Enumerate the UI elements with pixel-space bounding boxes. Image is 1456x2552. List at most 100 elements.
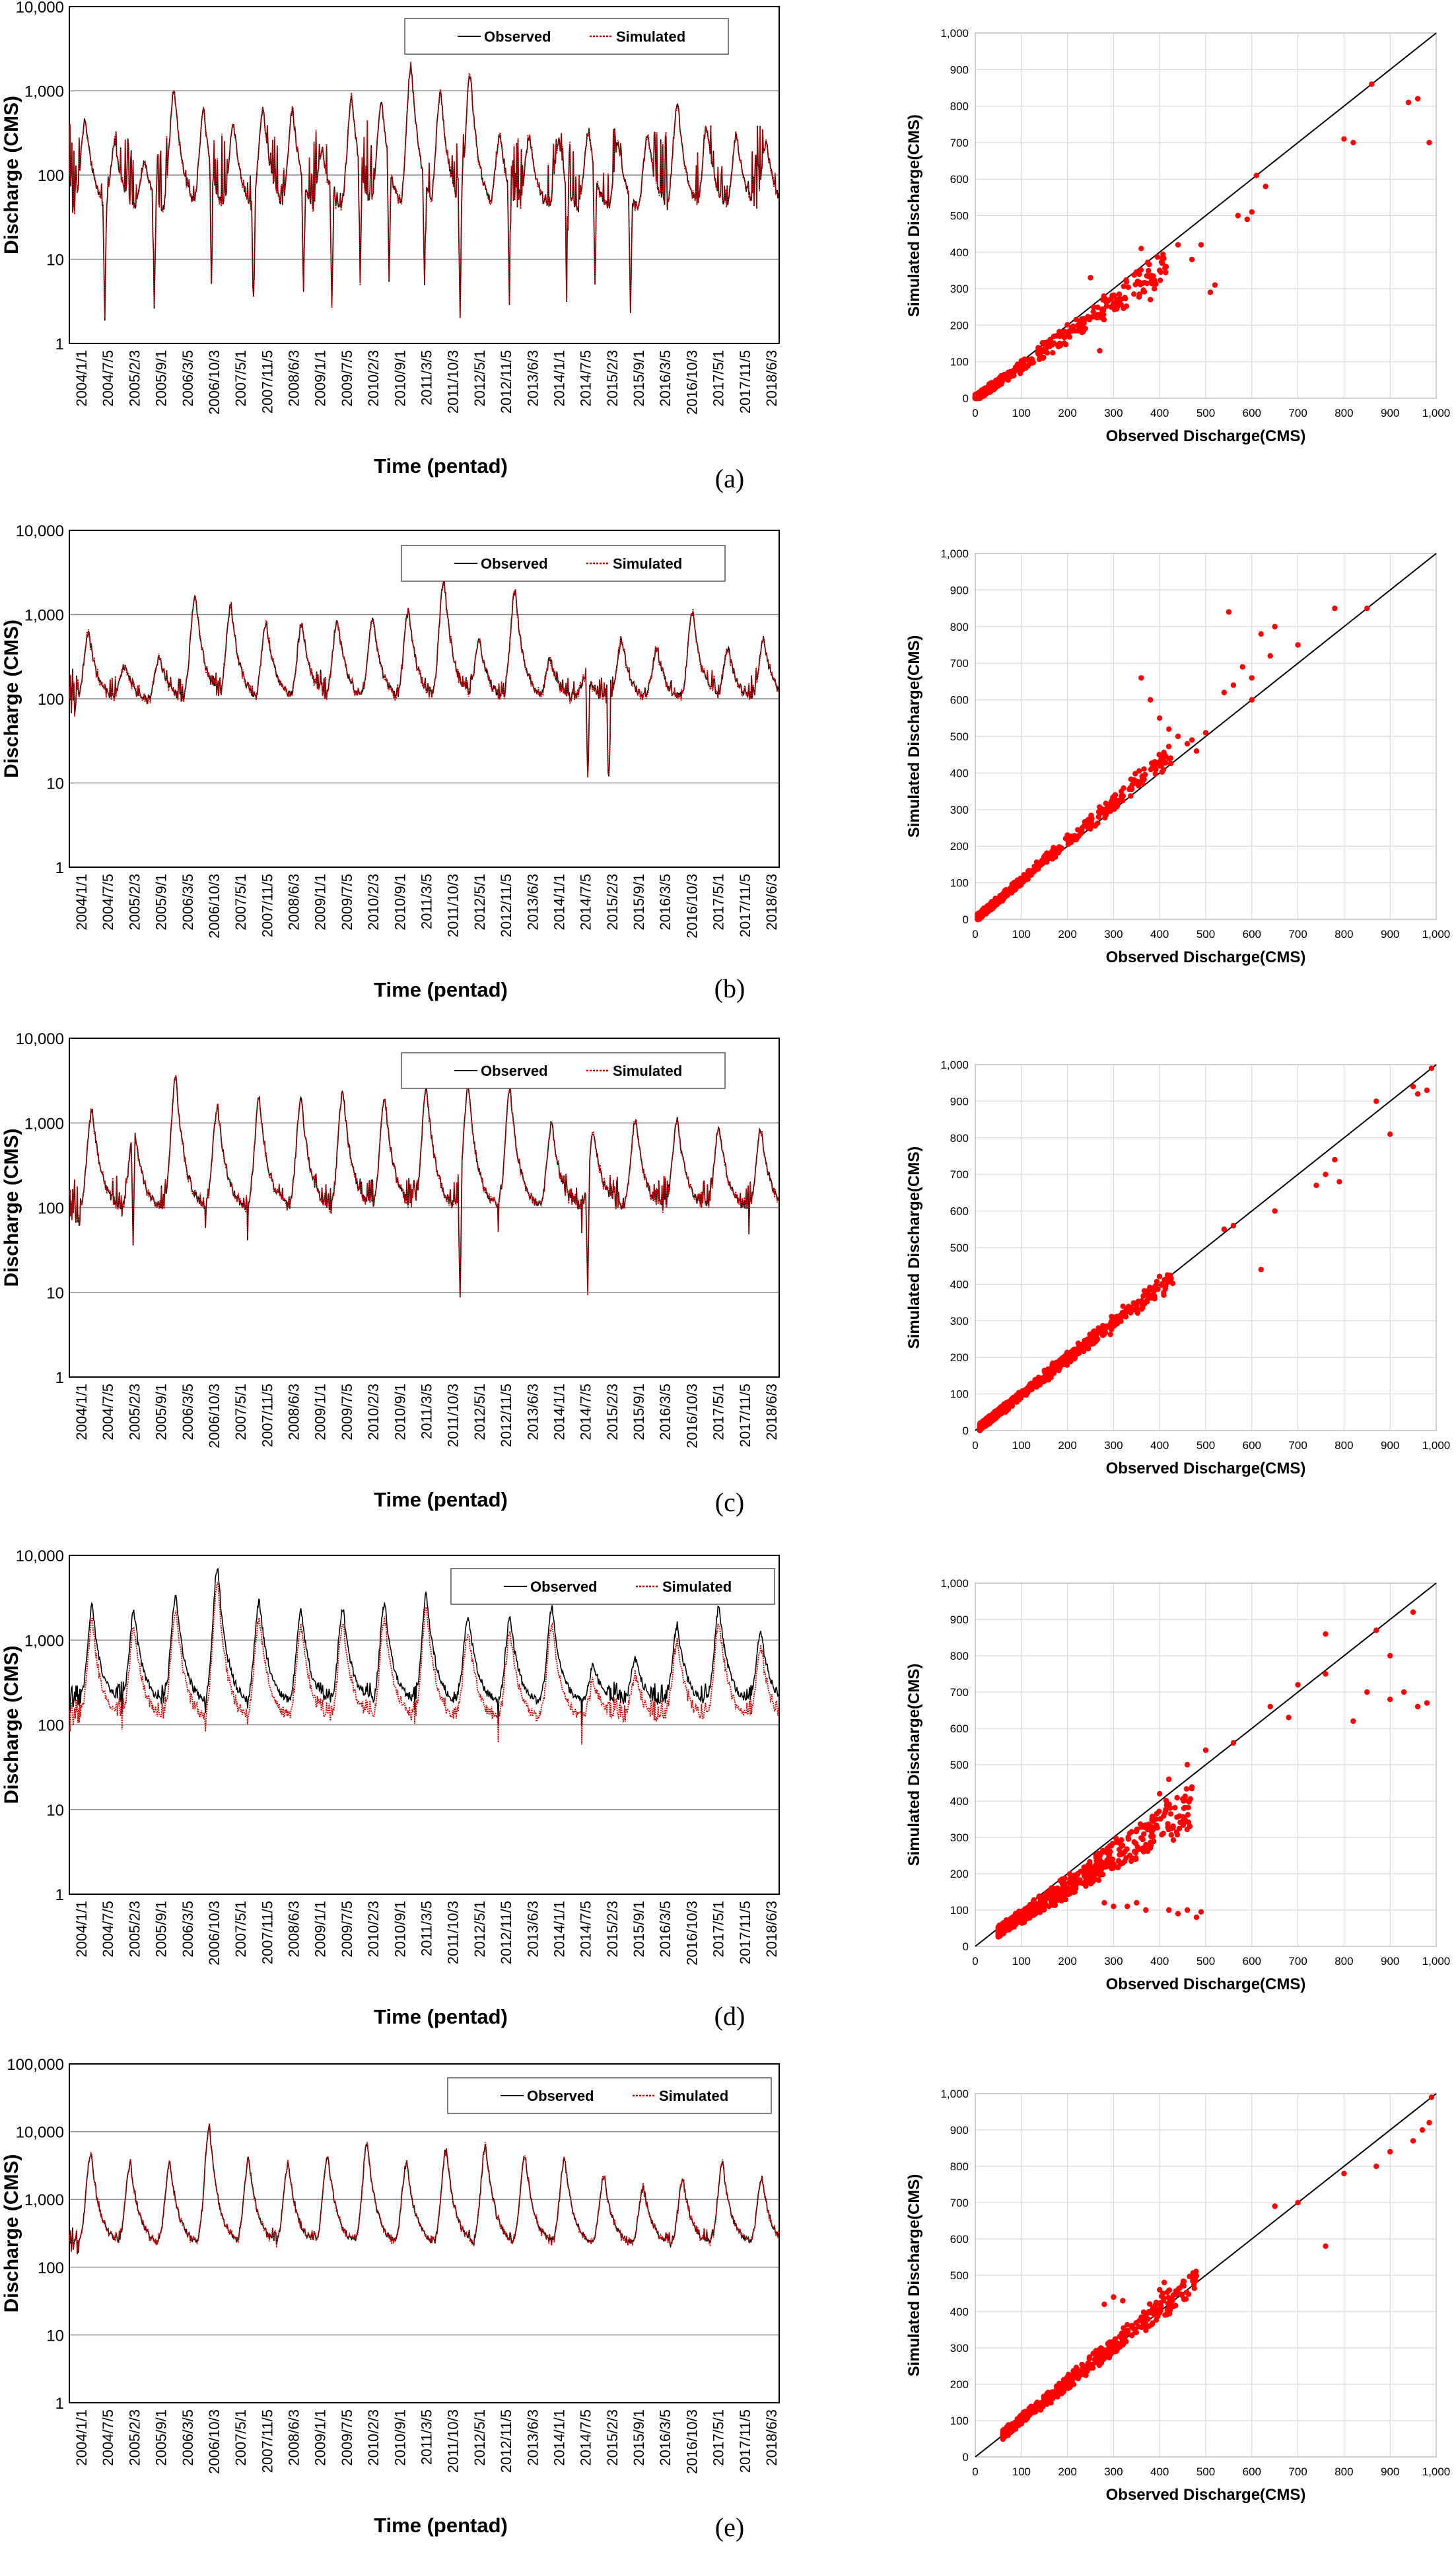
x-tick-label: 1,000 — [1422, 2465, 1451, 2478]
panel-label: (d) — [714, 2001, 745, 2031]
scatter-point — [1136, 768, 1142, 774]
scatter-point — [1107, 1331, 1113, 1337]
x-tick-label: 2004/7/5 — [100, 1384, 116, 1440]
scatter-point — [1118, 302, 1125, 308]
scatter-point — [1016, 1916, 1022, 1922]
y-tick-label: 400 — [950, 2306, 969, 2318]
x-tick-label: 2010/9/1 — [392, 1901, 408, 1958]
scatter-point — [1149, 760, 1155, 766]
x-tick-label: 2016/3/5 — [657, 874, 674, 931]
x-tick-label: 2009/7/5 — [339, 874, 355, 931]
y-tick-label: 800 — [950, 2160, 969, 2173]
x-tick-label: 2005/9/1 — [153, 1384, 170, 1440]
scatter-point — [1016, 368, 1023, 374]
y-tick-label: 100,000 — [7, 2056, 64, 2074]
x-tick-label: 2014/1/1 — [551, 2409, 567, 2466]
scatter-point — [1103, 303, 1110, 309]
x-tick-label: 2016/10/3 — [683, 350, 700, 415]
observed-legend-label: Observed — [530, 1578, 598, 1595]
scatter-point — [1405, 99, 1412, 106]
x-tick-label: 2008/6/3 — [286, 1901, 302, 1958]
x-tick-label: 2016/3/5 — [657, 350, 674, 407]
x-tick-label: 100 — [1012, 407, 1031, 419]
scatter-point — [1170, 1837, 1177, 1843]
x-tick-label: 2015/9/1 — [631, 2409, 647, 2466]
x-tick-label: 2010/9/1 — [392, 1384, 408, 1440]
x-tick-label: 2009/1/1 — [312, 1384, 329, 1440]
scatter-point — [1168, 1832, 1175, 1838]
scatter-point — [1373, 1627, 1379, 1633]
x-axis-title: Time (pentad) — [374, 978, 508, 1001]
y-tick-label: 10,000 — [16, 522, 64, 540]
x-tick-label: 2009/7/5 — [339, 1384, 355, 1440]
scatter-point — [1141, 766, 1147, 772]
y-axis-title: Simulated Discharge(CMS) — [905, 1664, 923, 1866]
y-axis-title: Simulated Discharge(CMS) — [905, 2174, 923, 2377]
scatter-point — [1082, 1864, 1088, 1870]
scatter-point — [1134, 1844, 1141, 1850]
x-tick-label: 0 — [972, 1439, 978, 1452]
timeseries-panel-1: 1 10 100 1,000 10,000 2004/1/1 2004/7/5 2005/2/… — [1, 522, 780, 1001]
x-tick-label: 2007/11/5 — [259, 1901, 275, 1964]
scatter-point — [985, 389, 991, 396]
scatter-point — [1079, 1868, 1086, 1874]
scatter-panel-2: 00 100 100 200 200 300 300 400 400 500 500 600 600 70… — [905, 1059, 1450, 1477]
simulated-series-line — [69, 1075, 780, 1298]
x-tick-label: 2006/10/3 — [206, 1901, 223, 1966]
y-tick-label: 100 — [950, 877, 969, 890]
scatter-point — [1174, 1794, 1180, 1801]
scatter-point — [1163, 754, 1169, 760]
y-tick-label: 1,000 — [24, 83, 64, 101]
scatter-point — [977, 1423, 983, 1429]
x-tick-label: 0 — [972, 928, 978, 940]
y-tick-label: 1,000 — [940, 548, 969, 560]
x-tick-label: 2009/7/5 — [339, 350, 355, 407]
y-tick-label: 10 — [46, 1285, 64, 1302]
scatter-point — [1184, 1761, 1191, 1768]
scatter-point — [1160, 256, 1165, 262]
y-tick-label: 10 — [46, 1802, 64, 1820]
scatter-point — [1062, 1890, 1068, 1896]
scatter-point — [1130, 2325, 1136, 2331]
scatter-point — [1414, 1703, 1421, 1710]
simulated-legend-label: Simulated — [662, 1578, 732, 1595]
scatter-point — [1181, 1816, 1187, 1822]
scatter-point — [1083, 1883, 1089, 1889]
observed-series-line — [69, 2123, 779, 2255]
scatter-point — [1387, 1131, 1393, 1137]
scatter-point — [1091, 304, 1097, 310]
x-tick-label: 600 — [1243, 407, 1261, 419]
panel-label: (a) — [715, 464, 744, 493]
scatter-point — [1133, 2329, 1140, 2335]
x-tick-label: 2011/10/3 — [445, 2409, 462, 2473]
scatter-point — [1111, 292, 1117, 299]
x-tick-label: 2006/3/5 — [180, 874, 196, 931]
y-axis-title: Simulated Discharge(CMS) — [905, 114, 923, 317]
x-tick-label: 2004/1/1 — [73, 350, 90, 407]
scatter-point — [1121, 283, 1127, 289]
y-tick-label: 10,000 — [16, 1547, 64, 1565]
scatter-point — [1032, 864, 1039, 870]
scatter-point — [1078, 316, 1085, 322]
scatter-point — [1036, 861, 1042, 867]
scatter-point — [1152, 771, 1158, 777]
x-tick-label: 2010/9/1 — [392, 2409, 408, 2466]
scatter-point — [1373, 1098, 1379, 1104]
x-tick-label: 2015/2/3 — [604, 2409, 621, 2466]
x-tick-label: 700 — [1288, 2465, 1307, 2478]
x-tick-label: 2005/9/1 — [153, 350, 170, 407]
scatter-point — [1198, 242, 1204, 248]
scatter-point — [1161, 2279, 1167, 2286]
scatter-point — [1202, 730, 1209, 736]
scatter-point — [1127, 786, 1132, 793]
x-tick-label: 2004/7/5 — [100, 2409, 116, 2466]
x-tick-label: 2006/3/5 — [180, 1901, 196, 1958]
scatter-point — [1102, 812, 1108, 818]
scatter-point — [1155, 1286, 1161, 1293]
x-tick-label: 2008/6/3 — [286, 2409, 302, 2466]
scatter-point — [1095, 1869, 1101, 1875]
y-tick-label: 10,000 — [16, 0, 64, 17]
x-tick-label: 700 — [1288, 1955, 1307, 1967]
y-tick-label: 500 — [950, 2269, 969, 2282]
scatter-point — [1051, 334, 1057, 339]
